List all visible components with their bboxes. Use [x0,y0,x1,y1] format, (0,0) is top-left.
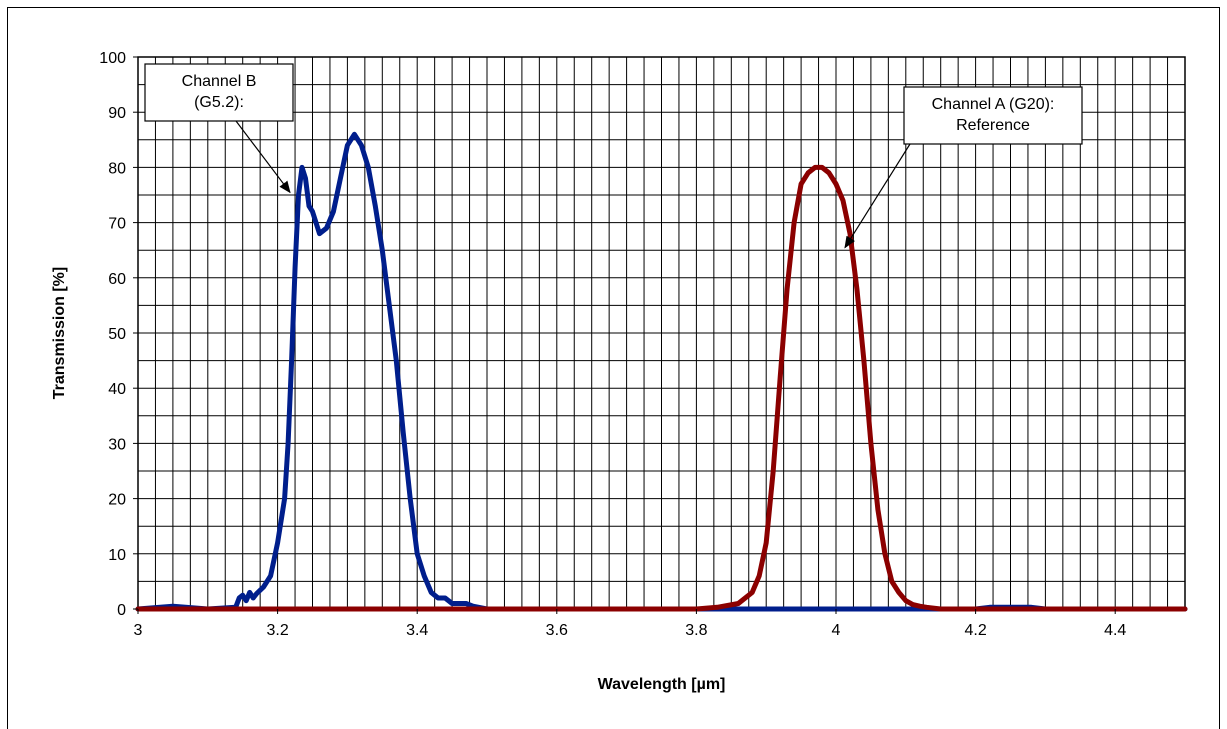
y-tick-label: 30 [108,436,126,453]
y-tick-label: 70 [108,216,126,233]
y-tick-label: 90 [108,105,126,122]
channel-a-label-line-1: Channel A (G20): [932,96,1055,113]
x-tick-label: 3.4 [406,622,428,639]
y-tick-label: 20 [108,492,126,509]
y-tick-label: 100 [99,50,126,67]
chart-frame [7,7,1220,729]
series-group [135,131,1188,612]
channel-b-label-line-2: (G5.2): [194,94,244,111]
y-tick-label: 50 [108,326,126,343]
y-tick-label: 0 [117,602,126,619]
y-tick-label: 10 [108,547,126,564]
channel-a-callout-box [903,86,1083,145]
channel-b-callout-box [144,63,294,122]
x-tick-label: 3 [134,622,143,639]
series-line-channel-a [135,164,1188,612]
x-tick-label: 4 [832,622,841,639]
x-tick-label: 3.8 [685,622,707,639]
x-axis-title: Wavelength [µm] [598,676,726,693]
y-tick-label: 80 [108,160,126,177]
channel-a-label-line-2: Reference [956,117,1030,134]
y-tick-label: 60 [108,271,126,288]
y-tick-label: 40 [108,381,126,398]
channel-b-arrow [235,120,291,194]
channel-a-arrow [844,143,911,249]
y-axis-title: Transmission [%] [51,267,68,399]
x-tick-label: 3.6 [546,622,568,639]
x-tick-label: 3.2 [266,622,288,639]
x-tick-label: 4.2 [964,622,986,639]
tick-labels: 3 3.2 3.4 3.6 3.8 4 4.2 4.4 0 10 20 30 40 50 60 70 80 90 1… [99,50,1126,639]
channel-b-callout: Channel B (G5.2): [144,63,294,194]
grid [138,57,1185,609]
channel-b-label-line-1: Channel B [182,73,257,90]
channel-a-callout: Channel A (G20): Reference [844,86,1083,249]
x-tick-label: 4.4 [1104,622,1126,639]
